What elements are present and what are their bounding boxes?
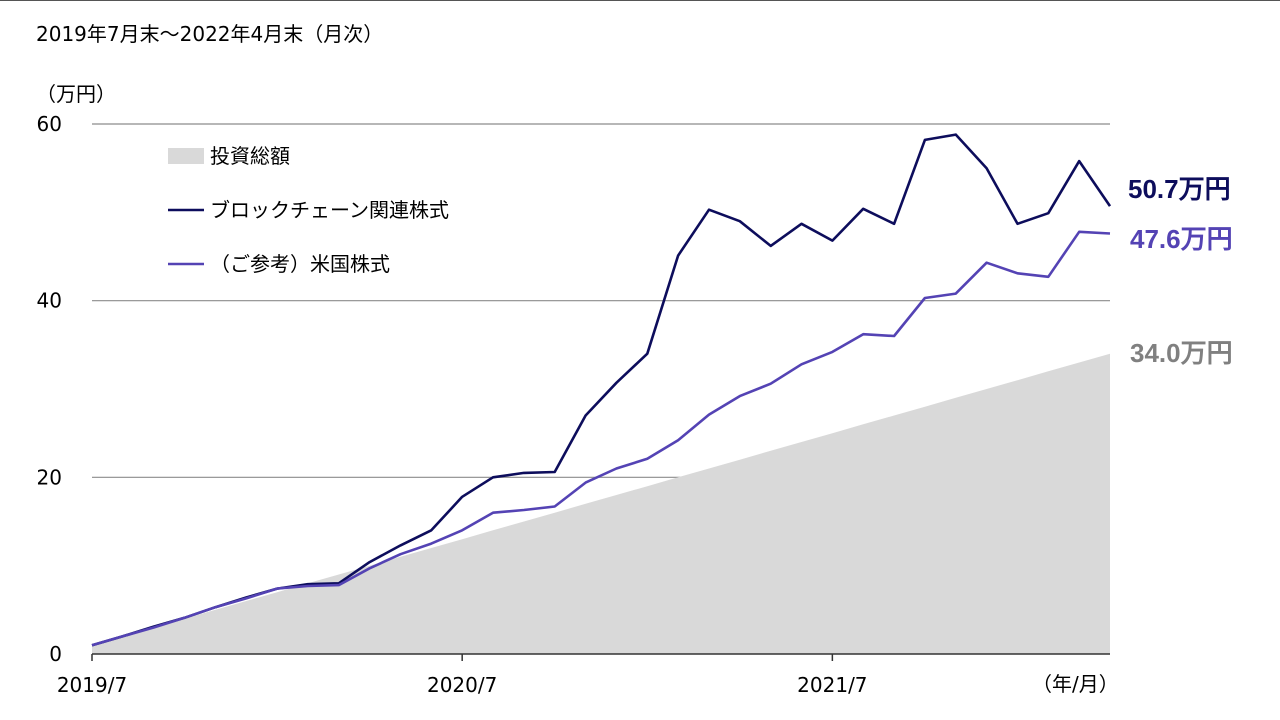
tick-labels: 0 20 40 60 2019/7 2020/7 2021/7 <box>37 112 868 697</box>
end-label-2: 47.6万円 <box>1130 224 1233 254</box>
end-label-0: 34.0万円 <box>1130 338 1233 368</box>
y-tick-label-40: 40 <box>37 289 62 313</box>
x-axis-unit-label: （年/月） <box>1032 672 1119 696</box>
x-tick-label-1: 2020/7 <box>427 673 497 697</box>
legend-label-2: （ご参考）米国株式 <box>210 252 390 276</box>
y-tick-label-60: 60 <box>37 112 62 136</box>
x-tick-label-0: 2019/7 <box>57 673 127 697</box>
x-tick-label-2: 2021/7 <box>797 673 867 697</box>
y-axis-unit-label: （万円） <box>36 82 116 106</box>
end-label-1: 50.7万円 <box>1128 174 1231 204</box>
y-tick-label-0: 0 <box>49 642 62 666</box>
legend-swatch-investment-total <box>168 148 204 164</box>
line-series <box>91 133 1112 647</box>
chart-subtitle: 2019年7月末～2022年4月末（月次） <box>36 22 384 46</box>
top-rule <box>0 0 1280 1</box>
end-labels: 34.0万円 50.7万円 47.6万円 <box>1128 174 1233 368</box>
legend-label-1: ブロックチェーン関連株式 <box>210 198 449 222</box>
legend-label-0: 投資総額 <box>210 144 290 168</box>
axes <box>91 653 1110 661</box>
line-series-us-stocks <box>91 230 1111 647</box>
y-tick-label-20: 20 <box>37 465 62 489</box>
